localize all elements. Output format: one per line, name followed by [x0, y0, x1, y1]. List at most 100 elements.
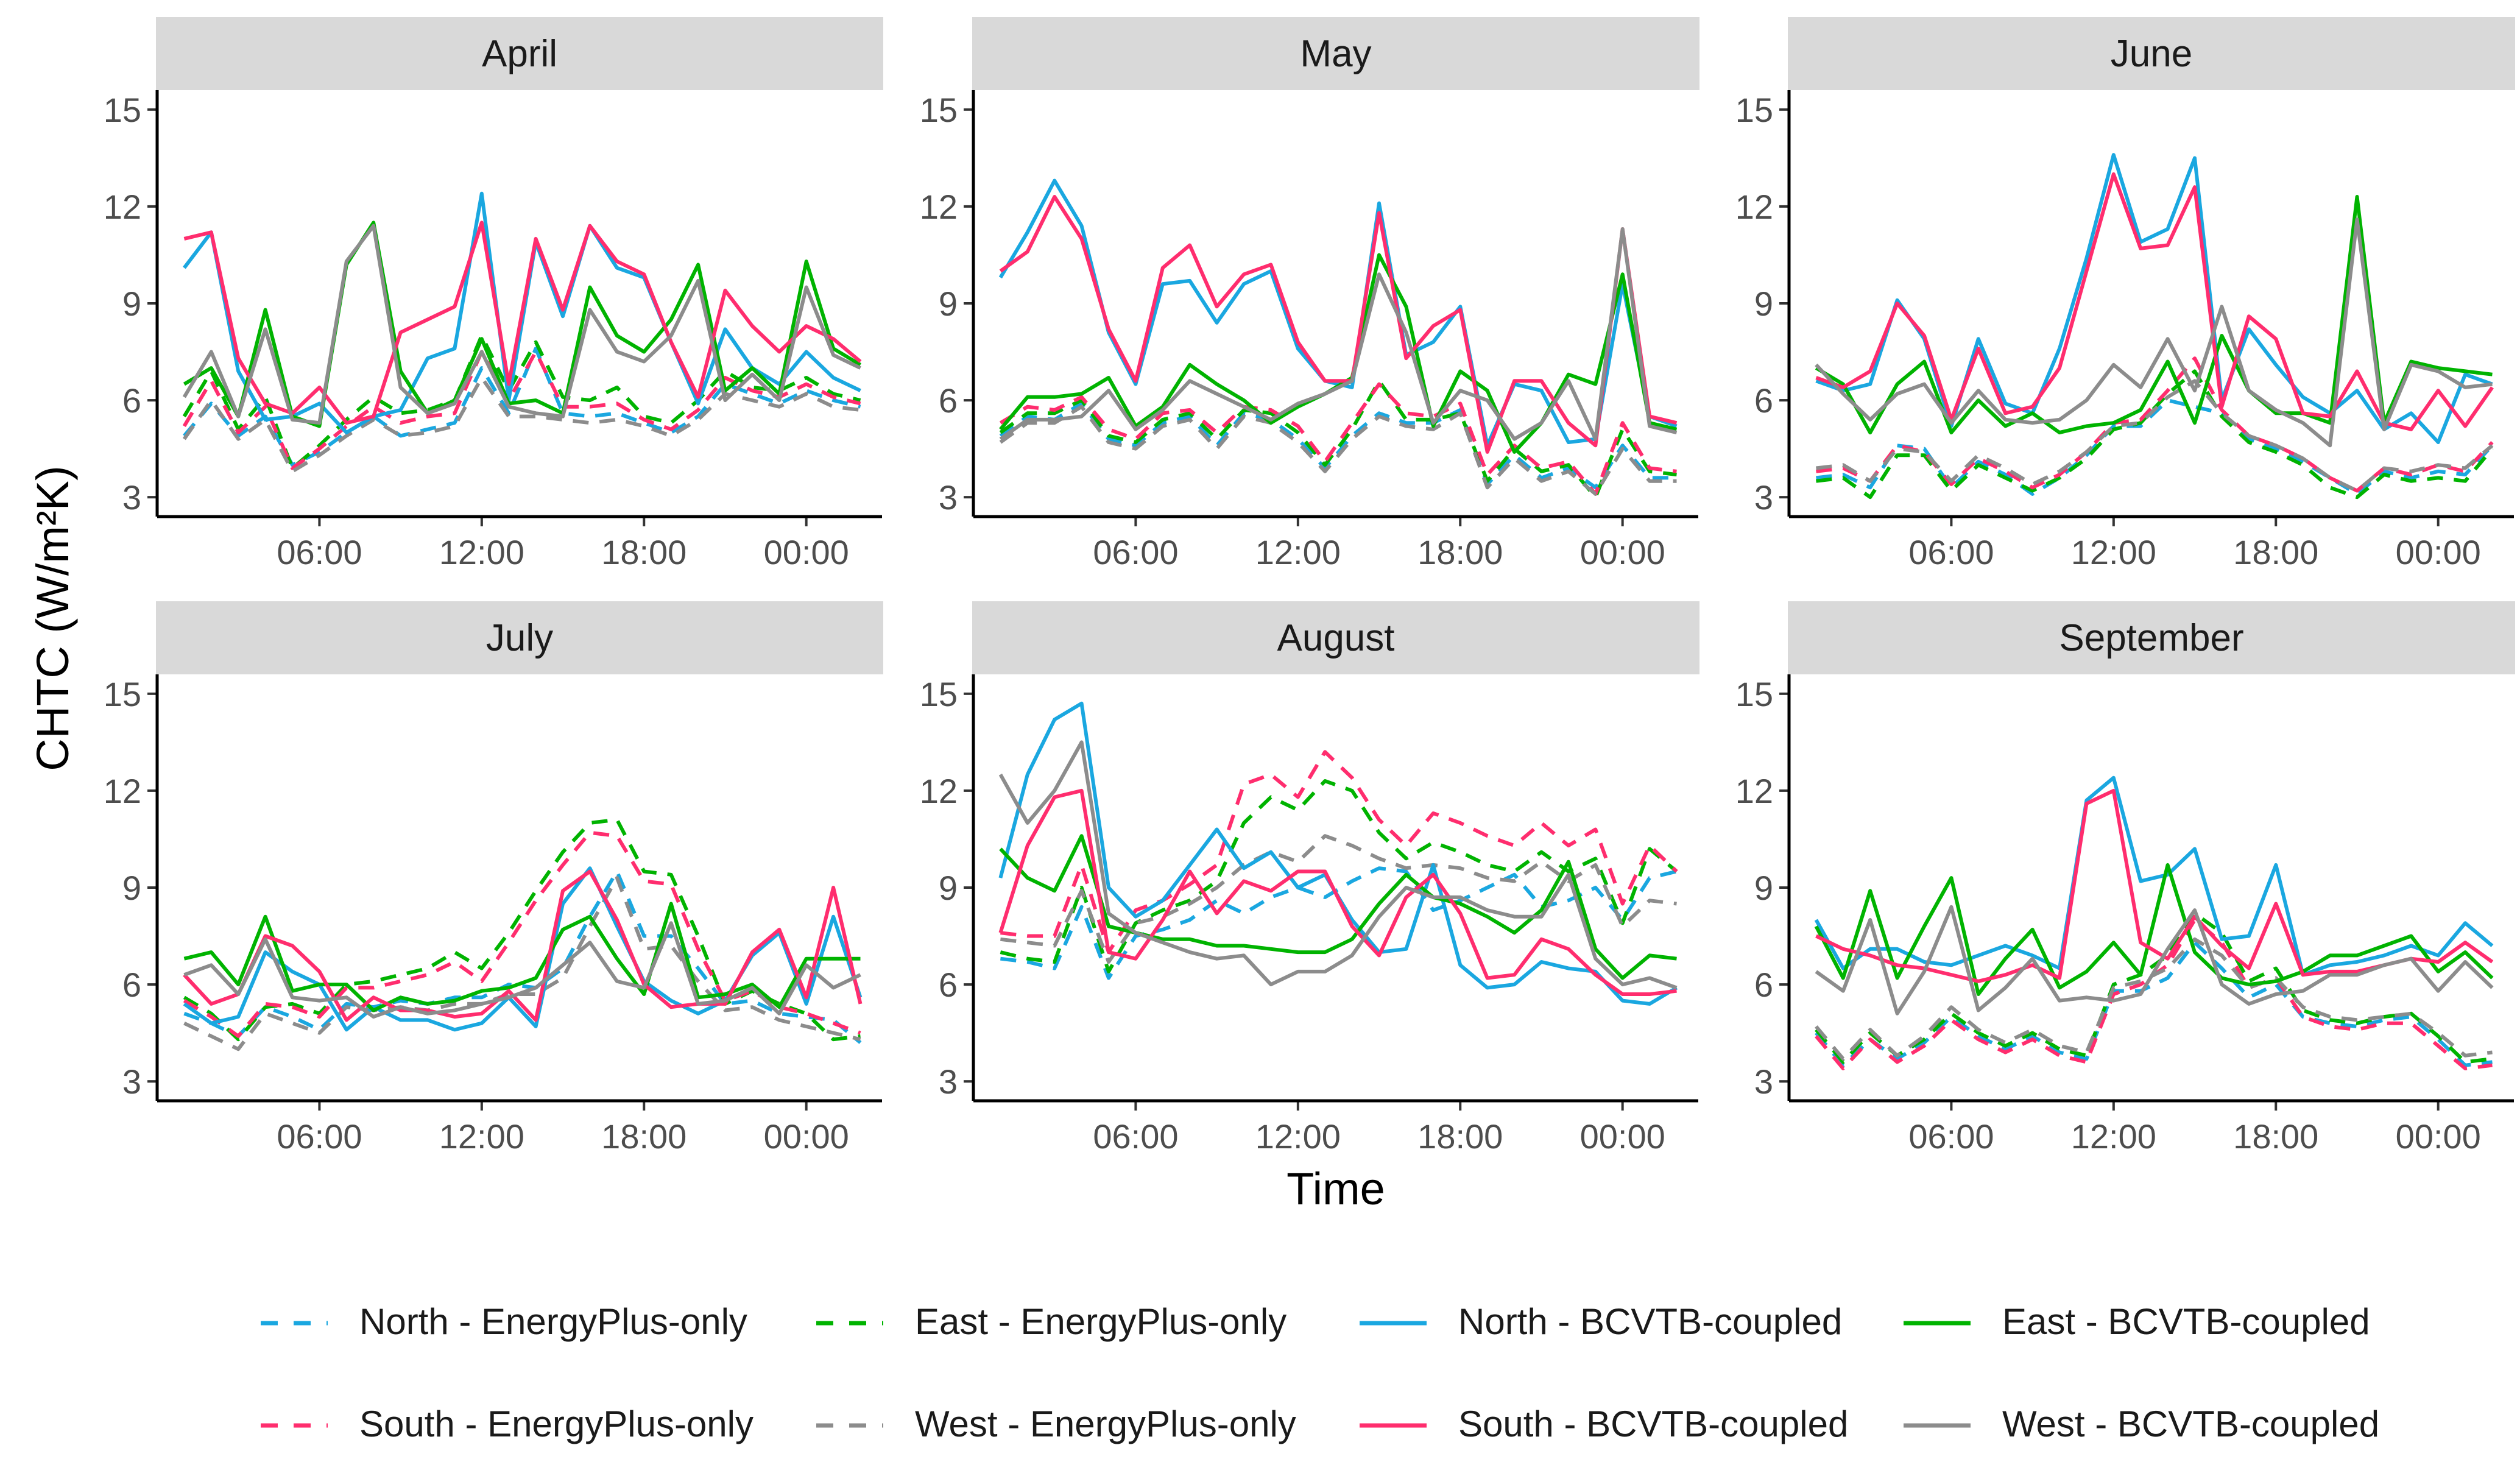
series-line-north-bcvtb-coupled — [1815, 153, 2493, 444]
facet-title: May — [1300, 33, 1371, 75]
y-tick-label: 15 — [104, 675, 141, 713]
x-tick-label: 18:00 — [1417, 533, 1503, 571]
x-tick-label: 00:00 — [764, 533, 849, 571]
x-tick-label: 00:00 — [2396, 1117, 2481, 1156]
x-tick-label: 18:00 — [1417, 1117, 1503, 1156]
x-tick-label: 06:00 — [1093, 1117, 1178, 1156]
facet-strip — [156, 17, 883, 90]
y-tick-label: 9 — [122, 869, 141, 907]
y-tick-label: 3 — [939, 478, 958, 517]
x-tick-label: 18:00 — [2233, 1117, 2318, 1156]
x-tick-label: 12:00 — [2071, 1117, 2156, 1156]
panel-august: August 3 6 9 12 15 06:00 12:00 18:00 00:00 — [920, 601, 1699, 1156]
series-line-west-energyplus-only — [1816, 379, 2494, 493]
legend-label: West - BCVTB-coupled — [2002, 1404, 2379, 1444]
x-tick-label: 12:00 — [1255, 533, 1341, 571]
x-axis-title: Time — [1286, 1164, 1385, 1214]
y-tick-label: 15 — [1735, 91, 1773, 129]
y-tick-label: 6 — [939, 966, 958, 1004]
series-line-south-bcvtb-coupled — [998, 788, 1677, 996]
series-line-east-bcvtb-coupled — [183, 902, 861, 1012]
facet-title: July — [486, 617, 553, 659]
facet-strip — [972, 17, 1699, 90]
legend-label: West - EnergyPlus-only — [915, 1404, 1296, 1444]
series-line-west-energyplus-only — [1000, 834, 1677, 964]
x-tick-label: 06:00 — [1908, 1117, 1994, 1156]
x-tick-label: 18:00 — [2233, 533, 2318, 571]
y-tick-label: 6 — [1754, 381, 1773, 420]
series-line-north-energyplus-only — [1815, 941, 2493, 1067]
x-tick-label: 00:00 — [764, 1117, 849, 1156]
y-tick-label: 12 — [104, 188, 141, 226]
legend-item-south-energyplus-only: South - EnergyPlus-only — [261, 1404, 754, 1444]
legend-label: East - BCVTB-coupled — [2002, 1301, 2370, 1342]
y-tick-label: 9 — [1754, 869, 1773, 907]
y-tick-label: 9 — [939, 284, 958, 323]
y-tick-label: 15 — [1735, 675, 1773, 713]
series-line-south-bcvtb-coupled — [999, 195, 1678, 454]
facet-strip — [1788, 17, 2515, 90]
x-tick-label: 06:00 — [277, 533, 362, 571]
x-tick-label: 12:00 — [1255, 1117, 1341, 1156]
facet-panels: April 3 6 9 12 15 06:00 12:00 18:00 00:00 May 3 6 9 12… — [104, 17, 2515, 1156]
series-line-west-energyplus-only — [182, 376, 861, 473]
x-tick-label: 06:00 — [1908, 533, 1994, 571]
series-line-north-bcvtb-coupled — [998, 701, 1678, 1006]
y-tick-label: 12 — [104, 772, 141, 810]
legend-item-east-energyplus-only: East - EnergyPlus-only — [816, 1301, 1286, 1342]
facet-strip — [972, 601, 1699, 674]
x-tick-label: 18:00 — [601, 1117, 686, 1156]
x-tick-label: 00:00 — [2396, 533, 2481, 571]
legend-item-east-bcvtb-coupled: East - BCVTB-coupled — [1904, 1301, 2370, 1342]
x-tick-label: 18:00 — [601, 533, 686, 571]
series-line-west-bcvtb-coupled — [998, 740, 1678, 990]
legend-item-north-bcvtb-coupled: North - BCVTB-coupled — [1360, 1301, 1842, 1342]
series-line-west-bcvtb-coupled — [183, 921, 861, 1019]
facet-strip — [1788, 601, 2515, 674]
facet-title: April — [482, 33, 557, 75]
series-line-west-energyplus-only — [999, 404, 1677, 496]
y-tick-label: 3 — [122, 1062, 141, 1101]
legend-label: South - EnergyPlus-only — [359, 1404, 754, 1444]
y-tick-label: 9 — [122, 284, 141, 323]
series-line-south-energyplus-only — [182, 350, 861, 470]
series-line-west-bcvtb-coupled — [182, 224, 861, 425]
x-tick-label: 06:00 — [277, 1117, 362, 1156]
x-tick-label: 00:00 — [1580, 533, 1665, 571]
y-tick-label: 15 — [920, 91, 958, 129]
series-line-east-bcvtb-coupled — [1814, 863, 2494, 996]
panel-june: June 3 6 9 12 15 06:00 12:00 18:00 00:00 — [1735, 17, 2515, 571]
y-tick-label: 12 — [920, 772, 958, 810]
legend-label: South - BCVTB-coupled — [1458, 1404, 1848, 1444]
facet-title: June — [2111, 33, 2192, 75]
y-tick-label: 6 — [122, 966, 141, 1004]
y-tick-label: 15 — [104, 91, 141, 129]
y-tick-label: 6 — [122, 381, 141, 420]
legend-item-west-bcvtb-coupled: West - BCVTB-coupled — [1904, 1404, 2379, 1444]
x-tick-label: 06:00 — [1093, 533, 1178, 571]
y-tick-label: 3 — [1754, 478, 1773, 517]
series-line-east-energyplus-only — [1816, 369, 2494, 500]
legend-label: North - BCVTB-coupled — [1458, 1301, 1842, 1342]
series-line-south-bcvtb-coupled — [183, 869, 863, 1022]
facet-strip — [156, 601, 883, 674]
y-tick-label: 15 — [920, 675, 958, 713]
series-line-east-bcvtb-coupled — [1815, 195, 2493, 435]
y-tick-label: 6 — [939, 381, 958, 420]
series-line-west-energyplus-only — [183, 876, 861, 1051]
y-tick-label: 6 — [1754, 966, 1773, 1004]
y-tick-label: 3 — [1754, 1062, 1773, 1101]
legend-item-west-energyplus-only: West - EnergyPlus-only — [816, 1404, 1296, 1444]
y-tick-label: 9 — [1754, 284, 1773, 323]
legend-item-south-bcvtb-coupled: South - BCVTB-coupled — [1360, 1404, 1848, 1444]
legend: North - EnergyPlus-only East - EnergyPlus… — [261, 1301, 2379, 1444]
panel-july: July 3 6 9 12 15 06:00 12:00 18:00 00:00 — [104, 601, 883, 1156]
x-tick-label: 12:00 — [439, 533, 524, 571]
y-tick-label: 12 — [920, 188, 958, 226]
series-line-south-bcvtb-coupled — [1815, 172, 2494, 431]
panel-september: September 3 6 9 12 15 06:00 12:00 18:00 00:00 — [1735, 601, 2515, 1156]
facet-title: September — [2059, 617, 2243, 659]
series-line-north-bcvtb-coupled — [998, 178, 1678, 448]
series-line-west-bcvtb-coupled — [1815, 905, 2494, 1016]
